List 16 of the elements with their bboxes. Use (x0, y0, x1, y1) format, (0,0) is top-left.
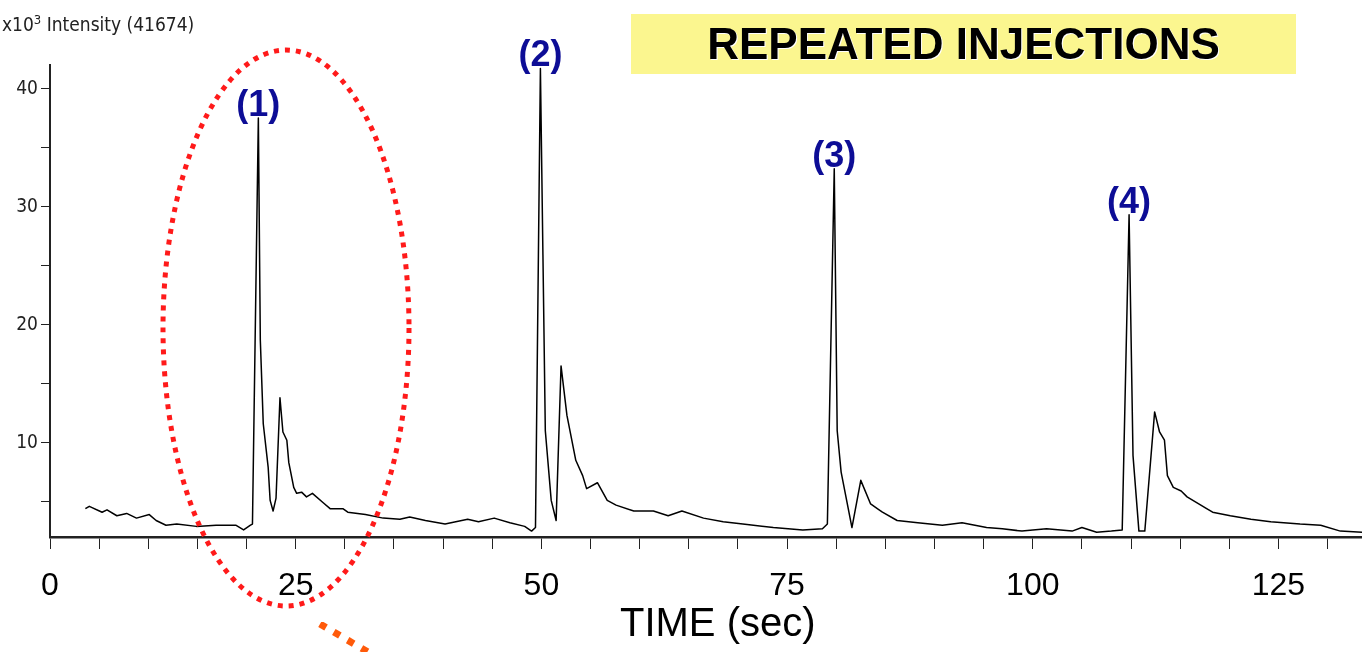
x-tick-label: 75 (769, 566, 805, 603)
x-tick-label: 25 (277, 566, 314, 603)
x-tick-label: 100 (1006, 566, 1060, 603)
y-tick-label: 30 (16, 193, 38, 216)
y-tick-label: 40 (16, 75, 38, 98)
annotation: (2) (518, 33, 563, 75)
annotation: (4) (1107, 179, 1152, 221)
y-tick-label: 20 (16, 311, 38, 334)
y-tick-label: 10 (16, 429, 38, 452)
y-axis-title: x10$^{3}$ Intensity (41674) (2, 12, 195, 36)
x-axis-title: TIME (sec) (620, 600, 816, 645)
annotation: (1) (236, 83, 281, 125)
x-tick-label: 50 (523, 566, 560, 603)
annotation: (3) (812, 133, 857, 175)
x-tick-label: 125 (1251, 566, 1306, 603)
x-tick-label: 0 (41, 566, 59, 603)
